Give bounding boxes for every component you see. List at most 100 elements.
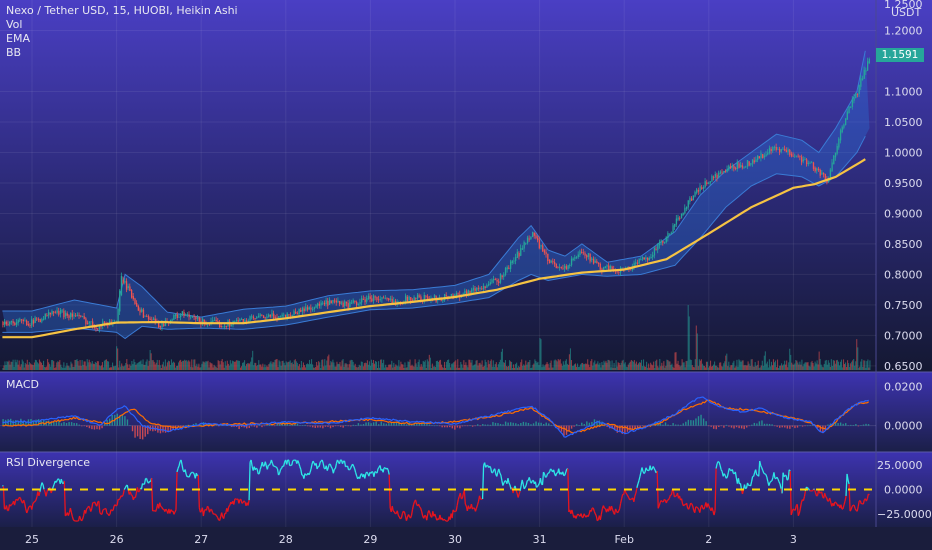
rsi-divergence-segment xyxy=(457,496,460,500)
volume-bar xyxy=(864,360,866,370)
candle-body xyxy=(547,253,549,262)
candle-body xyxy=(444,294,446,301)
rsi-divergence-segment xyxy=(835,502,838,505)
volume-bar xyxy=(58,361,60,370)
rsi-divergence-segment xyxy=(180,459,183,466)
candle-body xyxy=(856,93,859,95)
rsi-divergence-segment xyxy=(90,508,93,512)
volume-bar xyxy=(392,367,394,370)
rsi-divergence-segment xyxy=(667,497,670,501)
rsi-divergence-segment xyxy=(349,465,353,469)
macd-tick-label: 0.0200 xyxy=(884,381,923,394)
volume-bar xyxy=(618,362,620,370)
volume-bar xyxy=(650,362,652,370)
volume-bar xyxy=(74,359,76,370)
rsi-divergence-segment xyxy=(198,507,201,513)
candle-body xyxy=(420,296,422,302)
volume-bar xyxy=(642,359,645,370)
rsi-divergence-segment xyxy=(129,491,132,496)
candle-body xyxy=(482,285,485,290)
volume-bar xyxy=(362,366,364,370)
candle-body xyxy=(388,298,390,301)
volume-bar xyxy=(72,367,74,370)
macd-histogram-bar xyxy=(383,423,385,426)
rsi-divergence-segment xyxy=(105,508,108,514)
rsi-divergence-segment xyxy=(298,462,301,467)
rsi-divergence-segment xyxy=(392,510,395,513)
volume-bar xyxy=(627,364,629,370)
macd-histogram-bar xyxy=(139,425,141,439)
rsi-divergence-segment xyxy=(410,509,414,516)
rsi-divergence-segment xyxy=(726,472,729,478)
volume-bar xyxy=(853,359,855,370)
volume-bar xyxy=(52,360,54,370)
volume-bar xyxy=(823,363,825,370)
volume-bar xyxy=(523,364,525,370)
volume-bar xyxy=(694,359,696,370)
volume-bar xyxy=(517,367,519,370)
indicator-label-vol[interactable]: Vol xyxy=(6,18,23,31)
rsi-divergence-segment xyxy=(376,468,379,474)
rsi-pane-title[interactable]: RSI Divergence xyxy=(6,456,91,469)
rsi-divergence-segment xyxy=(776,476,779,480)
indicator-label-bb[interactable]: BB xyxy=(6,46,22,59)
candle-body xyxy=(100,326,102,327)
volume-bar xyxy=(813,366,815,370)
volume-bar xyxy=(325,365,327,370)
volume-bar xyxy=(160,367,162,370)
rsi-divergence-segment xyxy=(181,464,184,471)
macd-histogram-bar xyxy=(367,422,370,426)
rsi-divergence-segment xyxy=(707,503,710,507)
candle-body xyxy=(80,315,82,317)
rsi-divergence-segment xyxy=(550,468,553,471)
macd-histogram-bar xyxy=(276,423,278,426)
rsi-divergence-segment xyxy=(867,493,870,496)
volume-bar xyxy=(284,365,286,370)
volume-bar xyxy=(105,359,108,370)
macd-histogram-bar xyxy=(713,425,715,429)
volume-bar xyxy=(431,363,433,370)
macd-histogram-bar xyxy=(266,425,268,426)
rsi-divergence-segment xyxy=(316,466,319,470)
volume-bar xyxy=(814,361,816,370)
volume-bar xyxy=(787,367,789,370)
volume-bar xyxy=(722,366,724,370)
volume-bar xyxy=(48,362,50,370)
macd-pane-title[interactable]: MACD xyxy=(6,378,39,391)
rsi-divergence-segment xyxy=(739,483,743,490)
candle-body xyxy=(718,172,720,178)
rsi-divergence-segment xyxy=(636,483,639,488)
volume-bar xyxy=(269,362,271,370)
symbol-title[interactable]: Nexo / Tether USD, 15, HUOBI, Heikin Ash… xyxy=(6,4,238,17)
volume-bar xyxy=(734,367,736,370)
volume-bar xyxy=(754,362,756,370)
macd-histogram-bar xyxy=(68,422,70,426)
macd-histogram-bar xyxy=(827,424,829,426)
volume-bar xyxy=(868,367,870,370)
rsi-divergence-segment xyxy=(329,463,332,468)
rsi-divergence-segment xyxy=(634,492,637,497)
volume-bar xyxy=(122,366,124,370)
candle-body xyxy=(27,324,30,326)
volume-bar xyxy=(31,364,33,370)
rsi-divergence-segment xyxy=(587,513,590,517)
volume-bar xyxy=(27,364,29,370)
rsi-divergence-segment xyxy=(11,503,13,506)
price-tick-label: 1.0000 xyxy=(884,146,923,159)
volume-bar xyxy=(333,362,335,370)
rsi-divergence-segment xyxy=(421,511,424,517)
date-tick-label: 27 xyxy=(194,533,208,546)
candle-body xyxy=(597,262,600,264)
indicator-label-ema[interactable]: EMA xyxy=(6,32,30,45)
candle-body xyxy=(41,319,43,322)
rsi-divergence-segment xyxy=(688,506,691,510)
rsi-divergence-segment xyxy=(840,504,843,510)
volume-bar xyxy=(304,367,307,370)
rsi-divergence-segment xyxy=(202,510,206,517)
volume-bar xyxy=(145,361,147,370)
candle-body xyxy=(792,155,794,157)
candle-body xyxy=(740,164,742,167)
rsi-divergence-segment xyxy=(470,503,474,510)
